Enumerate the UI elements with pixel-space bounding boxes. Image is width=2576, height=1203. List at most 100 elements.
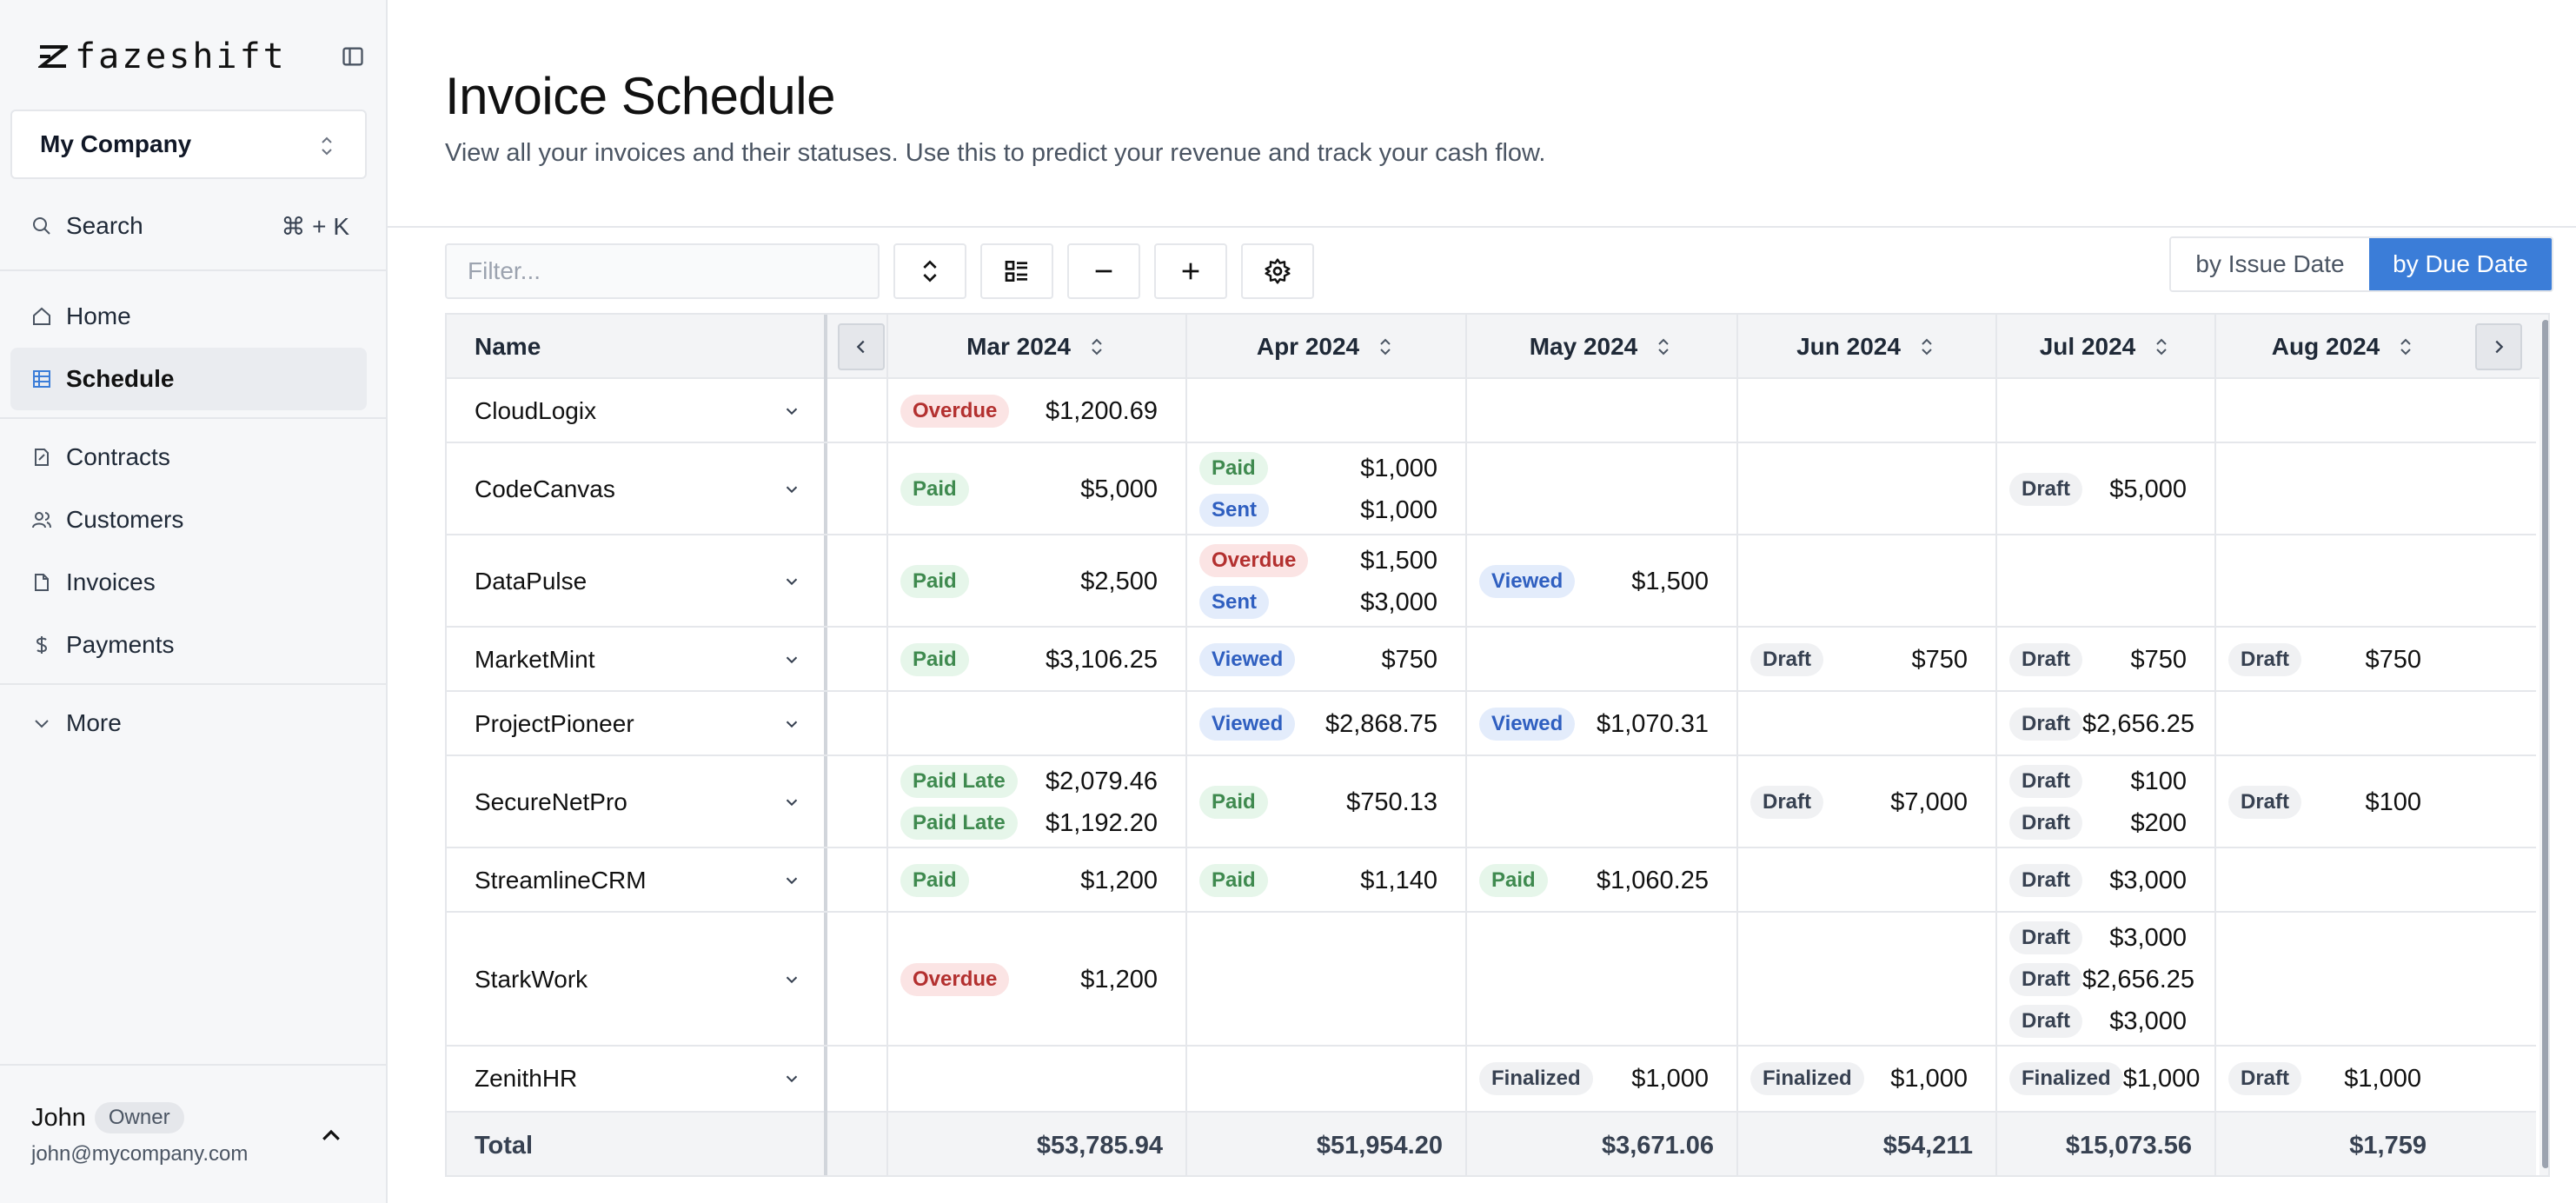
sidebar-item-customers[interactable]: Customers [10,489,367,551]
sort-icon [1658,338,1669,356]
invoice-entry[interactable]: Paid $3,106.25 [900,642,1158,677]
invoice-entry[interactable]: Finalized $1,000 [1750,1061,1968,1096]
status-badge: Draft [2009,963,2083,996]
customer-name-starkwork[interactable]: StarkWork [475,966,588,993]
invoice-entry[interactable]: Overdue $1,200.69 [900,394,1158,429]
customer-name-datapulse[interactable]: DataPulse [475,568,588,595]
status-badge: Finalized [2009,1062,2123,1095]
role-badge: Owner [94,1102,184,1133]
invoice-entry[interactable]: Draft $2,656.25 [2009,962,2194,997]
status-badge: Sent [1199,586,1270,619]
columns-button[interactable] [980,243,1053,299]
row-divider [447,626,2536,628]
invoice-entry[interactable]: Sent $3,000 [1199,585,1437,620]
expand-row-chevron-icon[interactable] [782,871,801,890]
expand-all-button[interactable] [1154,243,1227,299]
invoice-entry[interactable]: Draft $3,000 [2009,921,2187,955]
invoice-amount: $5,000 [1080,475,1158,503]
invoice-entry[interactable]: Paid $1,000 [1199,451,1437,486]
name-column-header[interactable]: Name [475,333,541,360]
search-button[interactable]: Search ⌘ + K [31,209,349,243]
invoice-amount: $2,868.75 [1325,709,1437,738]
month-header-jul-2024[interactable]: Jul 2024 [1995,315,2214,379]
month-header-jun-2024[interactable]: Jun 2024 [1736,315,1995,379]
brand-logo[interactable]: fazeshift [38,35,287,78]
sidebar-item-invoices[interactable]: Invoices [10,551,367,614]
invoice-amount: $1,070.31 [1596,709,1709,738]
invoice-entry[interactable]: Overdue $1,200 [900,962,1158,997]
invoice-entry[interactable]: Draft $3,000 [2009,863,2187,898]
sidebar-item-payments[interactable]: Payments [10,614,367,676]
month-header-mar-2024[interactable]: Mar 2024 [886,315,1185,379]
invoice-entry[interactable]: Paid $1,200 [900,863,1158,898]
chevron-up-icon[interactable] [318,1123,344,1149]
customer-name-securenetpro[interactable]: SecureNetPro [475,788,627,815]
filter-input[interactable] [445,243,880,299]
invoice-entry[interactable]: Draft $2,656.25 [2009,707,2194,741]
sidebar-item-schedule[interactable]: Schedule [10,348,367,410]
vertical-scrollbar[interactable] [2539,315,2548,1175]
invoice-entry[interactable]: Draft $100 [2228,785,2421,820]
expand-row-chevron-icon[interactable] [782,572,801,591]
invoice-amount: $3,106.25 [1045,645,1158,674]
invoice-entry[interactable]: Viewed $750 [1199,642,1437,677]
customer-name-projectpioneer[interactable]: ProjectPioneer [475,710,634,737]
month-header-aug-2024[interactable]: Aug 2024 [2214,315,2472,379]
month-header-may-2024[interactable]: May 2024 [1465,315,1736,379]
status-badge: Paid [1199,864,1268,897]
customer-name-streamlinecrm[interactable]: StreamlineCRM [475,867,647,894]
invoice-entry[interactable]: Draft $5,000 [2009,472,2187,507]
invoice-entry[interactable]: Paid $750.13 [1199,785,1437,820]
invoice-entry[interactable]: Paid $1,060.25 [1479,863,1709,898]
expand-row-chevron-icon[interactable] [782,793,801,812]
company-switcher[interactable]: My Company [10,110,367,179]
invoice-entry[interactable]: Viewed $2,868.75 [1199,707,1437,741]
expand-row-chevron-icon[interactable] [782,970,801,989]
invoice-entry[interactable]: Paid $2,500 [900,564,1158,599]
sidebar-item-contracts[interactable]: Contracts [10,426,367,489]
invoice-entry[interactable]: Overdue $1,500 [1199,543,1437,578]
invoice-entry[interactable]: Draft $3,000 [2009,1004,2187,1039]
sidebar-collapse-icon[interactable] [341,44,365,69]
invoice-entry[interactable]: Draft $100 [2009,764,2187,799]
invoice-entry[interactable]: Draft $750 [2009,642,2187,677]
sort-button[interactable] [893,243,966,299]
customer-name-codecanvas[interactable]: CodeCanvas [475,475,615,502]
expand-row-chevron-icon[interactable] [782,402,801,421]
invoice-entry[interactable]: Finalized $1,000 [1479,1061,1709,1096]
expand-row-chevron-icon[interactable] [782,480,801,499]
by-issue-date-button[interactable]: by Issue Date [2171,238,2369,290]
invoice-entry[interactable]: Draft $7,000 [1750,785,1968,820]
sidebar-item-home[interactable]: Home [10,285,367,348]
scrollbar-thumb[interactable] [2542,320,2548,1168]
scroll-right-button[interactable] [2475,323,2522,370]
sidebar-item-label: Home [66,302,131,329]
settings-button[interactable] [1241,243,1314,299]
expand-row-chevron-icon[interactable] [782,714,801,734]
invoice-entry[interactable]: Paid Late $1,192.20 [900,806,1158,841]
invoice-entry[interactable]: Draft $1,000 [2228,1061,2421,1096]
invoice-entry[interactable]: Finalized $1,000 [2009,1061,2200,1096]
customer-name-marketmint[interactable]: MarketMint [475,646,595,673]
invoice-entry[interactable]: Draft $750 [1750,642,1968,677]
dollar-icon [36,636,48,654]
invoice-entry[interactable]: Draft $750 [2228,642,2421,677]
invoice-entry[interactable]: Viewed $1,500 [1479,564,1709,599]
by-due-date-button[interactable]: by Due Date [2369,238,2552,290]
scroll-left-button[interactable] [838,323,885,370]
user-profile[interactable]: John Owner john@mycompany.com [31,1102,248,1166]
expand-row-chevron-icon[interactable] [782,1069,801,1088]
invoice-entry[interactable]: Paid $1,140 [1199,863,1437,898]
invoice-entry[interactable]: Paid Late $2,079.46 [900,764,1158,799]
sidebar-item-more[interactable]: More [10,692,367,754]
status-badge: Paid [900,643,969,676]
invoice-entry[interactable]: Sent $1,000 [1199,493,1437,528]
invoice-entry[interactable]: Paid $5,000 [900,472,1158,507]
customer-name-zenithhr[interactable]: ZenithHR [475,1065,578,1092]
collapse-all-button[interactable] [1067,243,1140,299]
customer-name-cloudlogix[interactable]: CloudLogix [475,397,597,424]
month-header-apr-2024[interactable]: Apr 2024 [1185,315,1465,379]
invoice-entry[interactable]: Viewed $1,070.31 [1479,707,1709,741]
expand-row-chevron-icon[interactable] [782,650,801,669]
invoice-entry[interactable]: Draft $200 [2009,806,2187,841]
